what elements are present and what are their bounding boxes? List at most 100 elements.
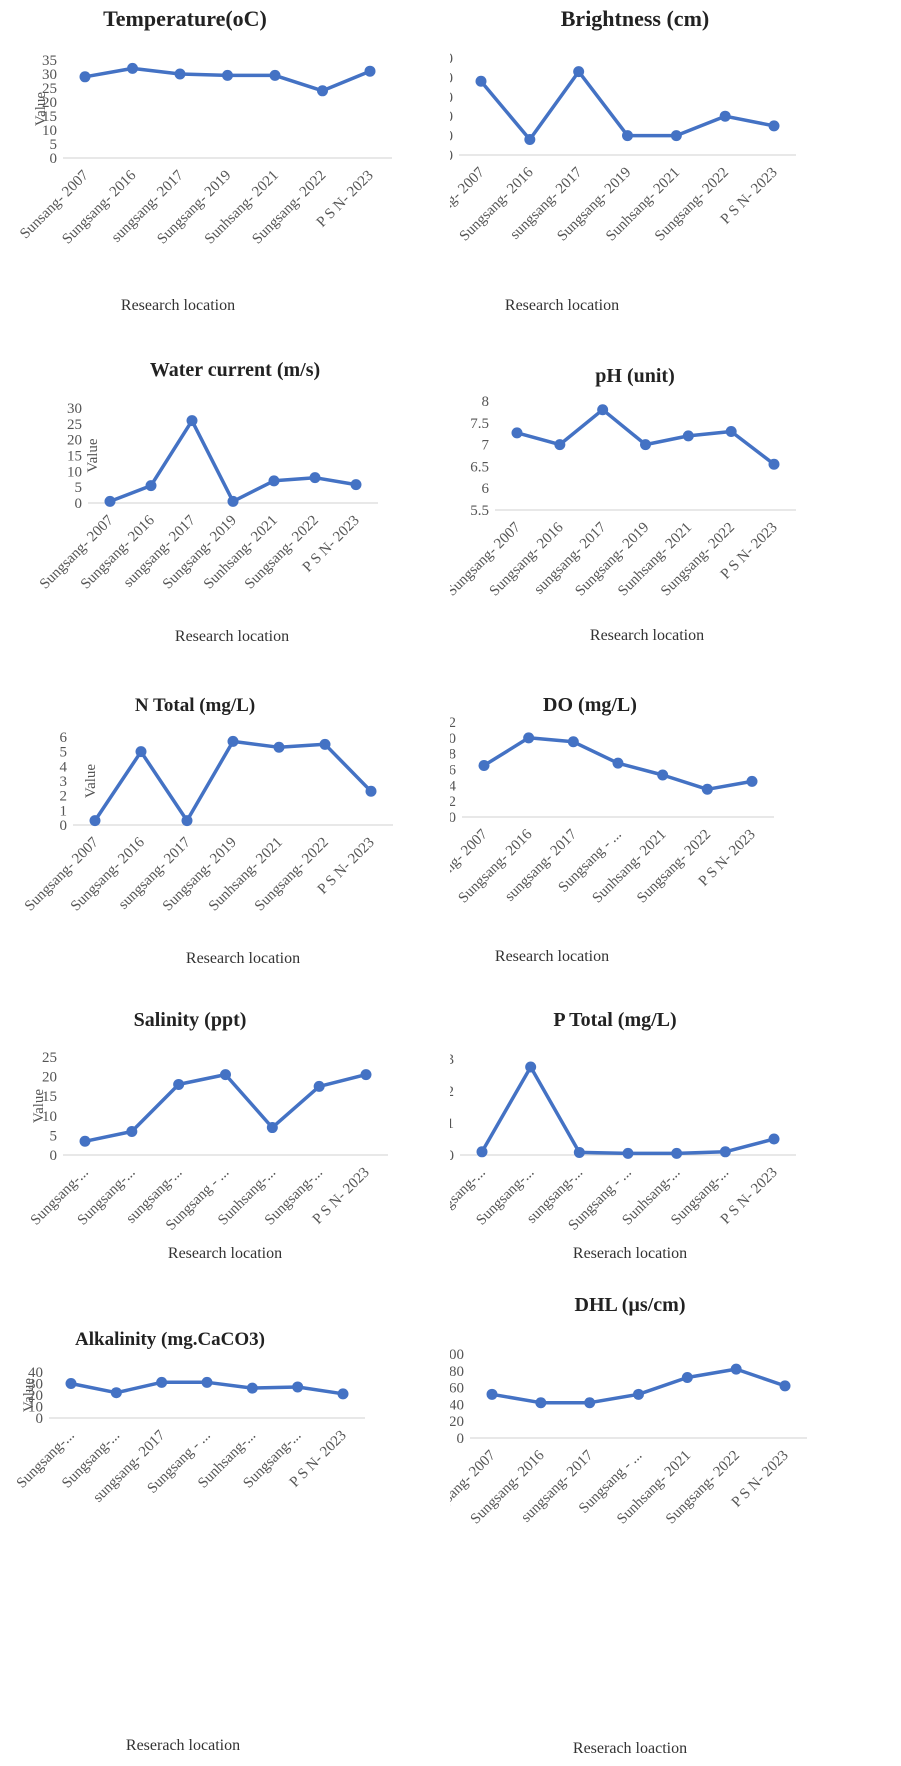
data-point bbox=[701, 783, 713, 795]
y-tick-label: 20 bbox=[67, 433, 82, 449]
data-point bbox=[768, 458, 780, 470]
line-chart: DO (mg/L)Value024681012Sungsang- 2007Sun… bbox=[390, 694, 774, 965]
x-tick-label: Sungsang- 2019 bbox=[160, 513, 240, 593]
y-tick-label: 10 bbox=[28, 1400, 43, 1416]
x-axis-label: Research location bbox=[186, 950, 300, 967]
y-tick-label: 80 bbox=[450, 1364, 464, 1380]
chart-title: DO (mg/L) bbox=[543, 694, 637, 716]
y-tick-label: 40 bbox=[28, 1365, 43, 1381]
data-point bbox=[350, 479, 362, 491]
data-point bbox=[269, 69, 281, 81]
data-point bbox=[360, 1069, 372, 1081]
y-tick-label: 1 bbox=[60, 803, 68, 819]
data-point bbox=[266, 1122, 278, 1134]
data-point bbox=[220, 1069, 231, 1081]
y-tick-label: 40 bbox=[450, 70, 453, 86]
y-tick-label: 0 bbox=[36, 1411, 44, 1427]
x-axis-label: Research location bbox=[590, 627, 704, 644]
data-point bbox=[227, 495, 239, 507]
x-tick-label: Sungsang- 2022 bbox=[242, 513, 322, 593]
data-point bbox=[535, 1397, 547, 1409]
data-point bbox=[365, 785, 377, 797]
y-tick-label: 25 bbox=[42, 81, 57, 97]
data-point bbox=[227, 735, 239, 747]
series-line bbox=[516, 407, 776, 466]
y-tick-label: 0 bbox=[457, 1431, 465, 1447]
data-point bbox=[657, 769, 669, 781]
chart-panel-2: Brightness (cm)Value01020304050Sungsang-… bbox=[364, 0, 901, 330]
y-tick-label: 60 bbox=[450, 1381, 464, 1397]
data-point bbox=[156, 1376, 168, 1388]
y-tick-label: 6 bbox=[482, 481, 490, 497]
x-axis-label: Reserach location bbox=[126, 1737, 240, 1754]
chart-title: pH (unit) bbox=[595, 365, 674, 387]
y-tick-label: 50 bbox=[450, 51, 453, 67]
x-tick-label: Sungsang- 2022 bbox=[658, 520, 738, 600]
chart-title: Water current (m/s) bbox=[150, 359, 320, 381]
y-tick-label: 0 bbox=[450, 810, 456, 826]
data-point bbox=[268, 475, 280, 487]
y-axis-label: Value bbox=[21, 1378, 37, 1412]
data-point bbox=[79, 1135, 91, 1147]
y-tick-label: 15 bbox=[67, 449, 82, 465]
data-point bbox=[337, 1388, 349, 1400]
data-point bbox=[292, 1381, 304, 1393]
y-tick-label: 0 bbox=[450, 1148, 454, 1164]
y-tick-label: 15 bbox=[42, 109, 57, 125]
line-chart: Brightness (cm)Value01020304050Sungsang-… bbox=[364, 6, 796, 314]
y-tick-label: 3 bbox=[60, 774, 68, 790]
data-point bbox=[523, 732, 535, 744]
line-chart: P Total (mg/L)Value0123Sungsang-...Sungs… bbox=[388, 1009, 796, 1262]
x-tick-label: Sungsang- 2007 bbox=[37, 512, 117, 592]
chart-title: Temperature(oC) bbox=[103, 6, 267, 31]
data-point bbox=[584, 1397, 596, 1409]
y-tick-label: 3 bbox=[450, 1052, 454, 1068]
y-tick-label: 8 bbox=[450, 747, 456, 763]
data-point bbox=[567, 736, 579, 748]
data-point bbox=[475, 75, 487, 87]
data-point bbox=[201, 1376, 213, 1388]
data-point bbox=[719, 1146, 731, 1158]
data-point bbox=[104, 495, 116, 507]
data-point bbox=[135, 746, 147, 758]
data-point bbox=[319, 738, 331, 750]
data-point bbox=[768, 1133, 780, 1145]
y-axis-label: Value bbox=[31, 1089, 47, 1123]
x-axis-label: Research location bbox=[121, 297, 235, 314]
data-point bbox=[309, 472, 321, 484]
y-tick-label: 30 bbox=[450, 90, 453, 106]
y-tick-label: 5 bbox=[60, 745, 68, 761]
chart-panel-8: P Total (mg/L)Value0123Sungsang-...Sungs… bbox=[388, 1000, 901, 1262]
y-tick-label: 7.5 bbox=[470, 416, 489, 432]
data-point bbox=[317, 85, 328, 97]
series-line bbox=[480, 1065, 775, 1156]
data-point bbox=[612, 757, 624, 769]
data-point bbox=[313, 1080, 325, 1092]
y-tick-label: 0 bbox=[450, 148, 453, 164]
line-chart: Alkalinity (mg.CaCO3)Value010203040Sungs… bbox=[14, 1329, 365, 1754]
data-point bbox=[186, 415, 198, 427]
chart-title: P Total (mg/L) bbox=[553, 1009, 676, 1031]
y-tick-label: 7 bbox=[482, 438, 490, 454]
y-tick-label: 35 bbox=[42, 53, 57, 69]
x-tick-label: Sunhsang- 2021 bbox=[615, 520, 695, 600]
chart-panel-5: N Total (mg/L) Value 0 1 2 3 4 5 6 Sungsang- 2007… bbox=[0, 685, 440, 970]
y-tick-label: 0 bbox=[50, 1148, 58, 1164]
y-tick-label: 5 bbox=[75, 480, 83, 496]
y-tick-label: 2 bbox=[60, 789, 68, 805]
data-point bbox=[273, 741, 285, 753]
data-point bbox=[127, 62, 138, 74]
data-point bbox=[768, 120, 780, 132]
data-point bbox=[173, 1078, 185, 1090]
data-point bbox=[65, 1378, 77, 1389]
y-tick-label: 6 bbox=[450, 763, 457, 779]
data-point bbox=[110, 1387, 122, 1399]
y-tick-label: 0 bbox=[60, 818, 68, 834]
chart-panel-10: DHL (µs/cm)Value020406080100Sungsang- 20… bbox=[385, 1285, 901, 1761]
x-axis-label: Research location bbox=[495, 948, 609, 965]
chart-title: N Total (mg/L) bbox=[135, 695, 255, 716]
x-axis-label: Research location bbox=[175, 628, 289, 645]
y-tick-label: 20 bbox=[450, 1414, 464, 1430]
